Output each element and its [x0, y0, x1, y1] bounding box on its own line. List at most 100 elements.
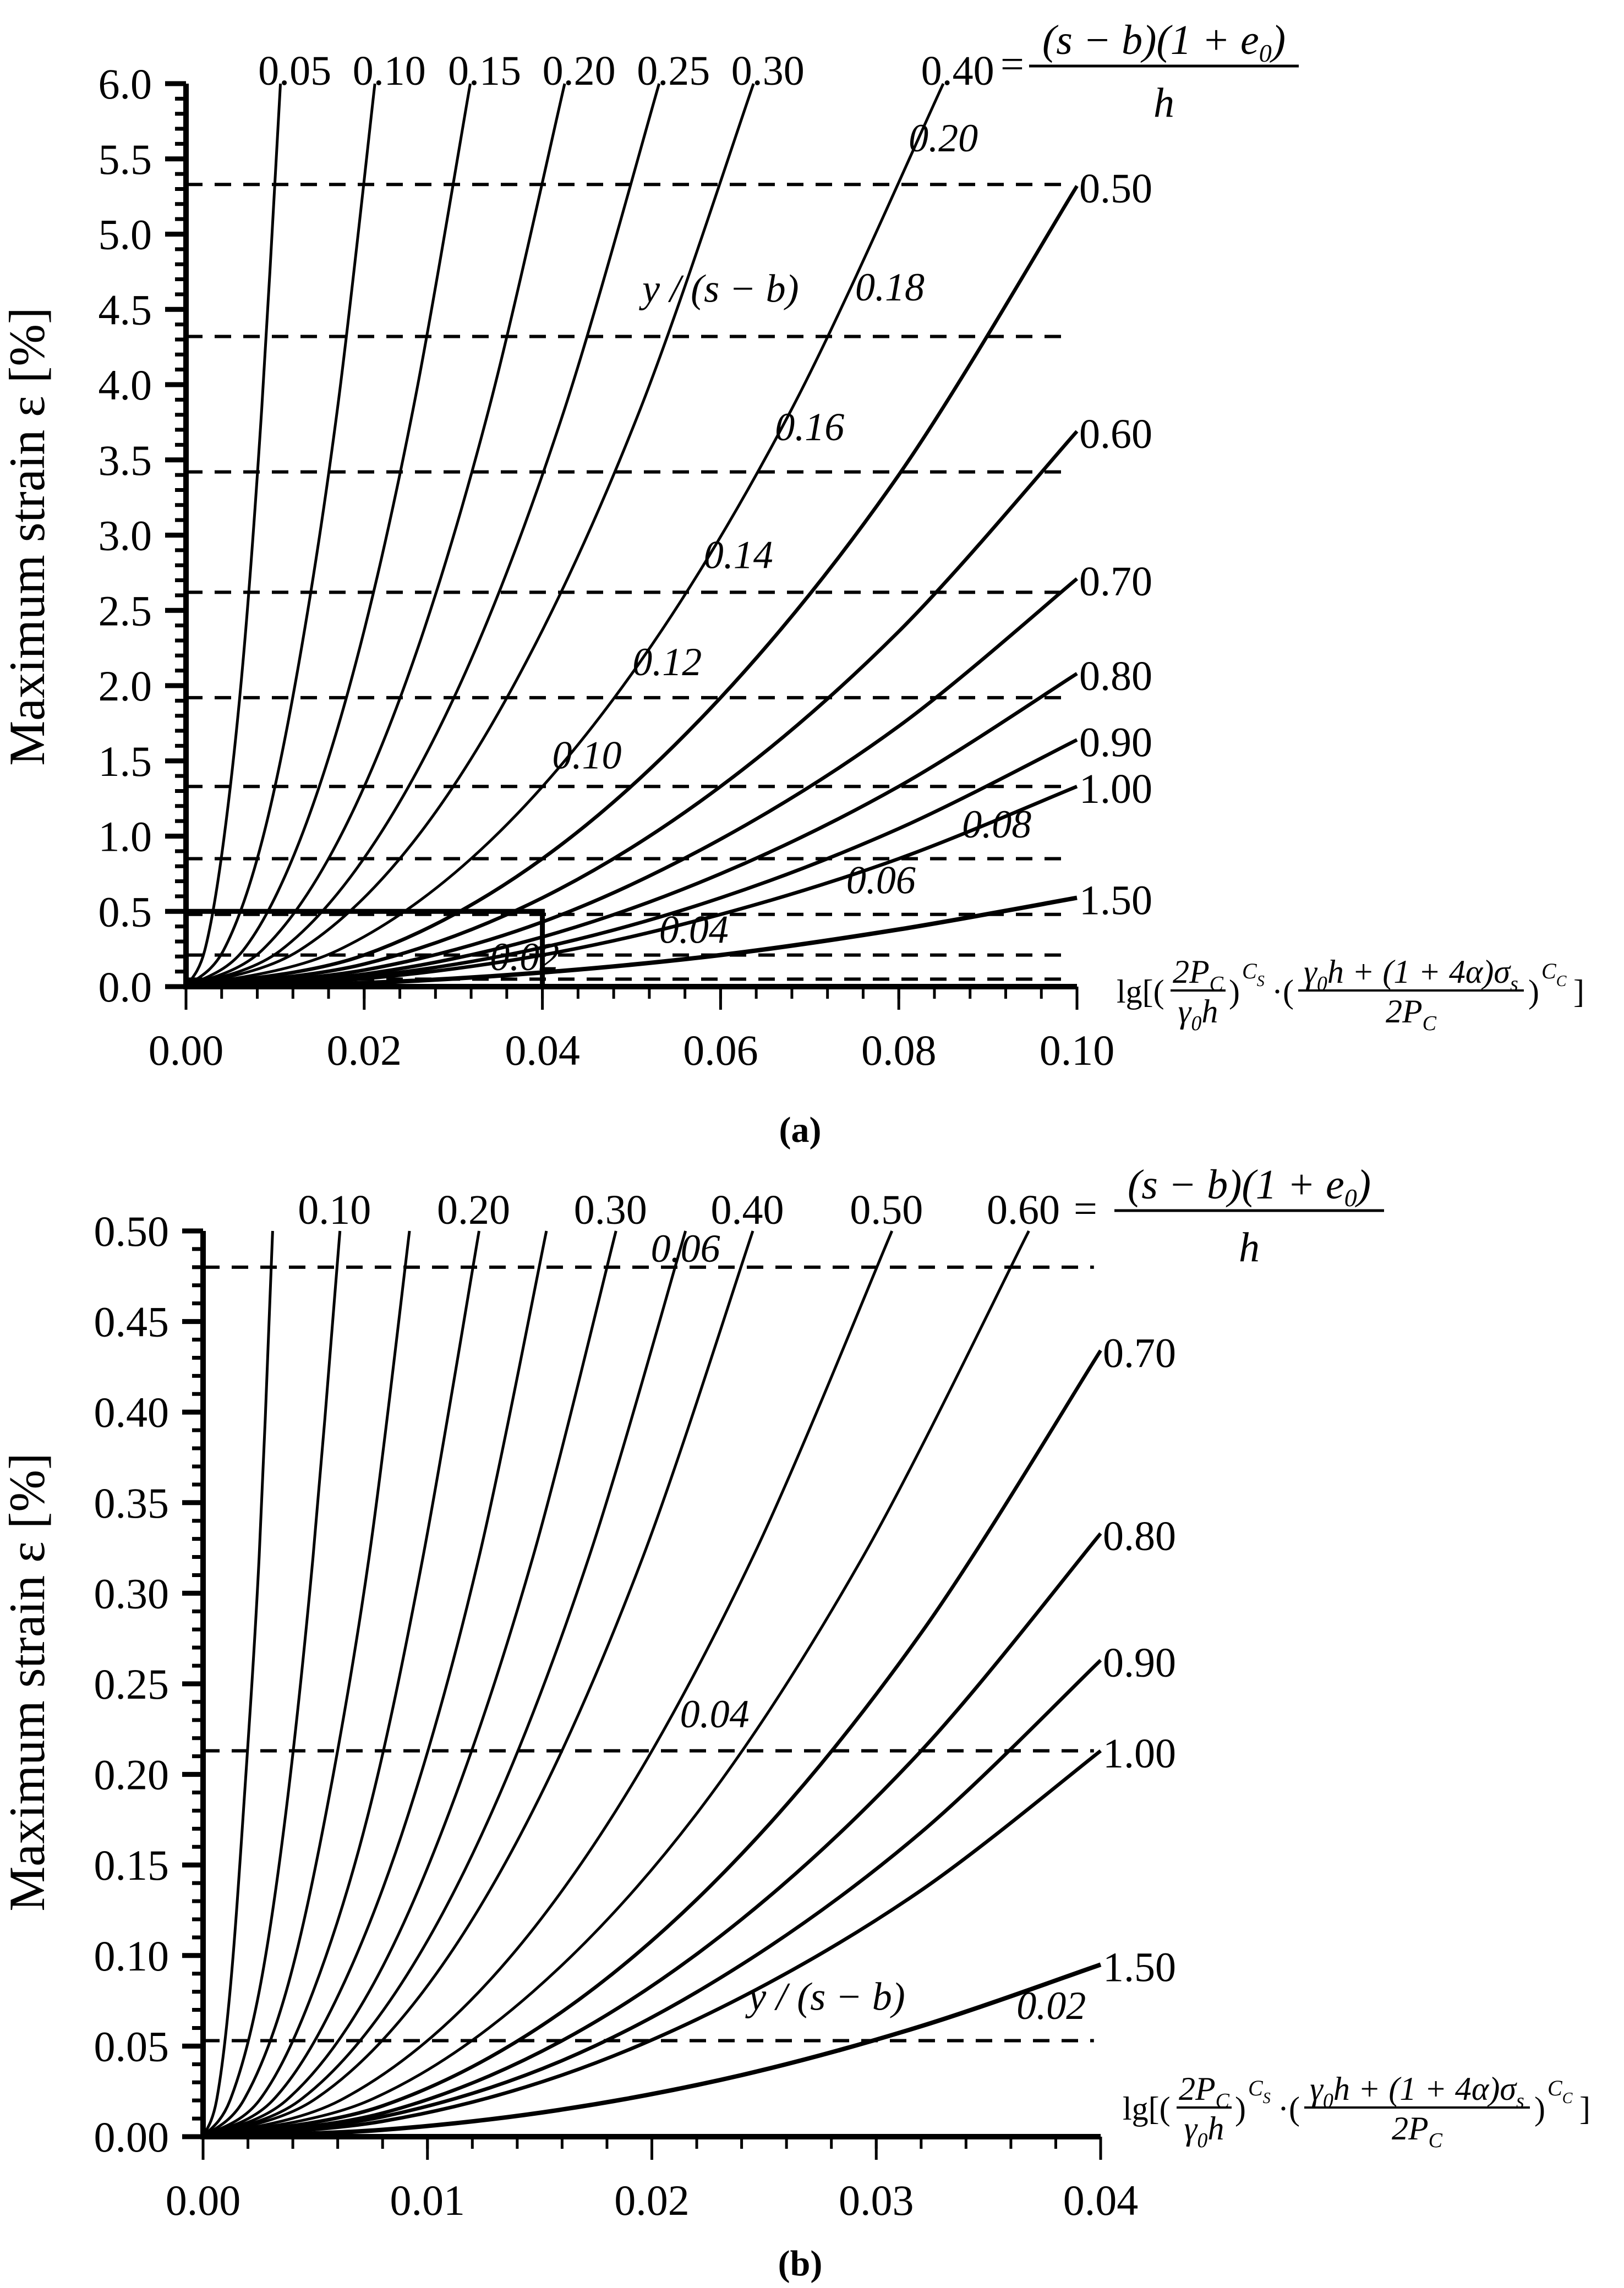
x-title-frac2-denominator-part: C — [1423, 1012, 1437, 1035]
y-tick-label: 5.0 — [99, 211, 152, 259]
y-axis-title: Maximum strain ε [%] — [0, 307, 55, 765]
x-title-exponent-1-part: S — [1257, 973, 1265, 990]
curve-0.40 — [185, 83, 945, 988]
x-title-frac2-numerator: γ0h + (1 + 4α)σs — [1310, 2071, 1524, 2112]
curve-0.30 — [202, 1230, 617, 2138]
y-tick-label: 2.0 — [99, 662, 152, 710]
x-tick-label: 0.02 — [327, 1026, 402, 1074]
reference-line-label: 0.20 — [909, 116, 978, 160]
chart-panel-b: 0.060.040.02y / (s − b)0.10 0.20 0.30 0.40 0… — [0, 1162, 1590, 2284]
reference-line-label: 0.12 — [632, 640, 702, 684]
curve-label: 0.20 — [437, 1187, 510, 1233]
curve-0.15 — [185, 83, 472, 988]
reference-line-label: 0.16 — [775, 405, 844, 449]
x-title-paren: ) — [1229, 973, 1240, 1010]
curve-0.40 — [203, 1230, 754, 2138]
curve-1.50 — [203, 1962, 1102, 2139]
curve-0.70 — [203, 1349, 1102, 2139]
curve-parameter-numerator: (s − b)(1 + e0) — [1128, 1162, 1371, 1212]
x-title-frac2-denominator: 2PC — [1386, 993, 1437, 1035]
curve-parameter-denominator: h — [1153, 80, 1174, 126]
x-title-frac2-numerator-part: γ — [1304, 954, 1317, 990]
curve-1.00 — [185, 785, 1078, 989]
x-tick-label: 0.08 — [861, 1026, 937, 1074]
curve-label: 1.50 — [1103, 1944, 1176, 1990]
y-tick-label: 0.45 — [94, 1298, 169, 1346]
y-tick-label: 4.5 — [99, 286, 152, 333]
x-title-open: lg[( — [1117, 973, 1164, 1010]
curve-label: 0.90 — [1079, 719, 1152, 765]
equals-sign: = — [1000, 41, 1024, 87]
x-title-frac2-denominator-part: 2P — [1386, 993, 1423, 1030]
curve-parameter-numerator: (s − b)(1 + e0) — [1042, 17, 1286, 67]
x-title-frac1-denominator: γ0h — [1178, 993, 1218, 1035]
reference-line-label: 0.04 — [680, 1692, 750, 1736]
x-tick-label: 0.04 — [505, 1026, 580, 1074]
x-title-frac2-denominator-part: 2P — [1392, 2110, 1429, 2147]
x-title-frac2-numerator-part: h + (1 + 4α)σ — [1333, 2071, 1517, 2107]
x-title-exponent-1: CS — [1242, 959, 1265, 990]
y-tick-label: 3.5 — [99, 436, 152, 484]
curve-label: 0.05 — [258, 48, 331, 94]
curve-parameter-denominator: h — [1239, 1224, 1260, 1271]
curve-label: 0.20 — [543, 48, 616, 94]
curve-unlabeled-0 — [201, 1230, 274, 2137]
curve-unlabeled-2 — [202, 1230, 411, 2138]
curve-label: 0.60 — [1079, 411, 1152, 457]
y-tick-label: 0.05 — [94, 2022, 169, 2070]
curve-0.80 — [185, 672, 1078, 989]
x-tick-label: 0.10 — [1040, 1026, 1115, 1074]
x-title-exponent-2: CC — [1541, 959, 1567, 990]
x-title-exponent-1: CS — [1248, 2076, 1271, 2107]
curve-label: 1.50 — [1079, 878, 1152, 924]
curve-label: 1.00 — [1103, 1731, 1176, 1777]
curve-parameter-numerator-part: (s − b)(1 + e — [1128, 1162, 1344, 1208]
y-tick-label: 0.25 — [94, 1660, 169, 1708]
curve-0.70 — [185, 577, 1079, 989]
x-title-frac1-numerator-part: C — [1210, 972, 1224, 995]
curve-label: 0.60 — [987, 1187, 1060, 1233]
x-title-frac1-denominator-part: 0 — [1197, 2129, 1207, 2152]
x-title-frac1-numerator-part: C — [1216, 2089, 1230, 2112]
y-tick-label: 1.5 — [99, 737, 152, 785]
curve-0.20 — [185, 83, 566, 988]
x-title-frac1-numerator: 2PC — [1179, 2071, 1230, 2112]
panel-caption: (a) — [779, 1110, 822, 1150]
x-tick-label: 0.04 — [1063, 2176, 1139, 2224]
curve-0.20 — [202, 1230, 480, 2138]
curve-label: 0.30 — [731, 48, 805, 94]
curve-0.50 — [203, 1230, 894, 2138]
curve-label: 0.30 — [574, 1187, 647, 1233]
curve-parameter-numerator-part: ) — [1355, 1162, 1371, 1208]
curve-unlabeled-6 — [203, 1230, 687, 2138]
curve-parameter-numerator-part: 0 — [1259, 39, 1272, 67]
curve-0.50 — [185, 185, 1079, 989]
y-tick-label: 6.0 — [99, 60, 152, 108]
x-title-frac2-numerator-part: 0 — [1323, 2089, 1333, 2112]
chart-panel-a: 0.200.180.160.140.120.100.080.060.040.02… — [0, 17, 1584, 1150]
curve-parameter-numerator-part: ) — [1270, 17, 1286, 63]
x-title-dot: ·( — [1272, 973, 1294, 1010]
curve-label: 0.80 — [1103, 1513, 1176, 1559]
equals-sign: = — [1074, 1186, 1097, 1232]
y-tick-label: 0.10 — [94, 1932, 169, 1980]
x-title-dot: ·( — [1278, 2090, 1300, 2127]
curve-label: 0.70 — [1103, 1330, 1176, 1376]
x-title-exponent-1-part: C — [1248, 2076, 1264, 2100]
x-title-frac2-numerator: γ0h + (1 + 4α)σs — [1304, 954, 1518, 995]
y-tick-label: 1.0 — [99, 813, 152, 861]
reference-lines-title: y / (s − b) — [638, 267, 799, 311]
curve-label: 0.40 — [921, 48, 994, 94]
x-title-frac1-numerator-part: 2P — [1173, 954, 1210, 990]
x-title-exponent-2-part: C — [1541, 959, 1557, 983]
x-title-close: ] — [1573, 973, 1584, 1010]
curve-label: 0.70 — [1079, 559, 1152, 605]
curve-label: 0.25 — [637, 48, 710, 94]
curve-0.90 — [203, 1658, 1102, 2139]
curve-label: 0.50 — [1079, 166, 1152, 212]
x-title-frac2-denominator: 2PC — [1392, 2110, 1443, 2152]
curve-label: 1.00 — [1079, 766, 1152, 812]
